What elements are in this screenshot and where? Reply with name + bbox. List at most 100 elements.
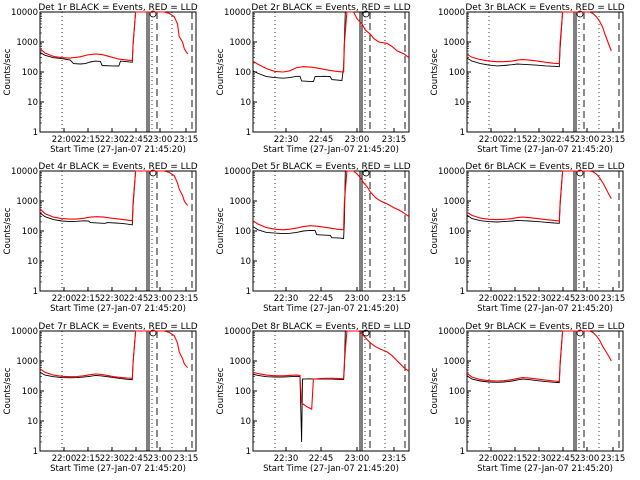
x-tick-label: 23:15 — [382, 135, 407, 145]
x-tick-label: 22:30 — [100, 294, 125, 304]
x-tick-label: 22:45 — [551, 454, 576, 464]
x-tick-label: 22:15 — [503, 135, 528, 145]
x-axis-label: Start Time (27-Jan-07 21:45:20) — [263, 145, 399, 155]
x-tick-label: 22:15 — [503, 454, 528, 464]
top-marker — [576, 10, 584, 18]
chart-panel-6: Det 6r BLACK = Events, RED = LLD 1 10 100 10… — [430, 162, 625, 314]
x-tick-label: 23:00 — [148, 294, 173, 304]
y-tick-label: 10000 — [438, 167, 465, 177]
x-tick-label: 23:15 — [174, 135, 199, 145]
x-tick-label: 23:00 — [575, 135, 600, 145]
series-line-events — [39, 330, 168, 381]
y-tick-label: 1 — [33, 287, 38, 297]
y-tick-label: 100 — [449, 68, 465, 78]
top-marker — [576, 329, 584, 337]
y-tick-label: 100 — [22, 68, 38, 78]
x-tick-label: 22:30 — [274, 294, 299, 304]
y-tick-label: 1 — [460, 447, 465, 457]
x-axis-label: Start Time (27-Jan-07 21:45:20) — [263, 464, 399, 474]
chart-title: Det 1r BLACK = Events, RED = LLD — [38, 3, 197, 13]
y-tick-label: 1000 — [16, 38, 38, 48]
series-line-events — [466, 330, 590, 384]
y-tick-label: 10000 — [11, 8, 38, 18]
x-tick-label: 22:45 — [124, 454, 149, 464]
y-axis-label: Counts/sec — [3, 48, 13, 95]
y-axis-label: Counts/sec — [216, 207, 226, 254]
x-axis-label: Start Time (27-Jan-07 21:45:20) — [50, 464, 186, 474]
x-tick-label: 22:45 — [309, 294, 334, 304]
series-line-lld — [466, 330, 612, 383]
plot-frame — [252, 330, 410, 452]
y-tick-label: 10000 — [224, 8, 251, 18]
chart-panel-9: Det 9r BLACK = Events, RED = LLD 1 10 100 10… — [430, 322, 625, 474]
series-line-events — [252, 330, 364, 443]
y-tick-label: 100 — [449, 387, 465, 397]
series-line-lld — [39, 11, 189, 62]
x-tick-label: 22:45 — [124, 135, 149, 145]
chart-title: Det 6r BLACK = Events, RED = LLD — [465, 162, 624, 172]
y-axis-label: Counts/sec — [430, 48, 440, 95]
x-tick-label: 22:15 — [76, 135, 101, 145]
x-tick-label: 23:15 — [382, 294, 407, 304]
y-tick-label: 1 — [246, 128, 251, 138]
x-tick-label: 23:00 — [148, 454, 173, 464]
chart-panel-1: Det 1r BLACK = Events, RED = LLD 1 10 100 10… — [3, 3, 198, 155]
y-axis-label: Counts/sec — [3, 207, 13, 254]
series-line-lld — [466, 170, 612, 222]
top-marker — [149, 10, 157, 18]
y-tick-label: 1000 — [443, 197, 465, 207]
y-tick-label: 1 — [460, 287, 465, 297]
y-axis-label: Counts/sec — [3, 367, 13, 414]
x-tick-label: 22:00 — [52, 294, 77, 304]
x-tick-label: 22:00 — [52, 454, 77, 464]
top-marker — [149, 169, 157, 177]
y-tick-label: 100 — [235, 387, 251, 397]
plot-frame — [466, 330, 624, 452]
chart-title: Det 2r BLACK = Events, RED = LLD — [251, 3, 410, 13]
x-tick-label: 23:00 — [575, 454, 600, 464]
y-tick-label: 1000 — [229, 357, 251, 367]
series-line-events — [252, 11, 364, 83]
y-axis-label: Counts/sec — [216, 48, 226, 95]
chart-title: Det 9r BLACK = Events, RED = LLD — [465, 322, 624, 332]
y-tick-label: 100 — [449, 227, 465, 237]
y-tick-label: 1 — [33, 447, 38, 457]
x-tick-label: 22:45 — [309, 135, 334, 145]
chart-panel-8: Det 8r BLACK = Events, RED = LLD 1 10 100 10… — [216, 322, 411, 474]
chart-panel-3: Det 3r BLACK = Events, RED = LLD 1 10 100 10… — [430, 3, 625, 155]
x-axis-label: Start Time (27-Jan-07 21:45:20) — [477, 464, 613, 474]
series-line-lld — [252, 170, 410, 231]
x-tick-label: 23:15 — [174, 454, 199, 464]
series-line-lld — [252, 11, 410, 73]
plot-frame — [39, 11, 197, 133]
y-tick-label: 100 — [235, 68, 251, 78]
y-tick-label: 1000 — [229, 197, 251, 207]
series-line-events — [39, 11, 168, 67]
chart-panel-2: Det 2r BLACK = Events, RED = LLD 1 10 100 10… — [216, 3, 411, 155]
x-tick-label: 22:30 — [527, 135, 552, 145]
y-axis-label: Counts/sec — [216, 367, 226, 414]
x-tick-label: 22:45 — [124, 294, 149, 304]
x-tick-label: 23:00 — [345, 454, 370, 464]
chart-title: Det 4r BLACK = Events, RED = LLD — [38, 162, 197, 172]
y-tick-label: 1 — [33, 128, 38, 138]
y-tick-label: 10000 — [224, 167, 251, 177]
y-tick-label: 10000 — [438, 8, 465, 18]
x-axis-label: Start Time (27-Jan-07 21:45:20) — [50, 304, 186, 314]
x-tick-label: 23:15 — [601, 454, 626, 464]
plot-frame — [39, 330, 197, 452]
x-tick-label: 22:15 — [76, 454, 101, 464]
plot-frame — [39, 170, 197, 292]
x-axis-label: Start Time (27-Jan-07 21:45:20) — [263, 304, 399, 314]
series-line-lld — [39, 330, 189, 379]
chart-title: Det 3r BLACK = Events, RED = LLD — [465, 3, 624, 13]
y-tick-label: 10 — [27, 417, 38, 427]
plot-frame — [466, 11, 624, 133]
y-tick-label: 10000 — [11, 327, 38, 337]
top-marker — [576, 169, 584, 177]
y-tick-label: 10 — [27, 98, 38, 108]
chart-title: Det 5r BLACK = Events, RED = LLD — [251, 162, 410, 172]
y-tick-label: 10 — [240, 257, 251, 267]
y-tick-label: 1000 — [16, 357, 38, 367]
